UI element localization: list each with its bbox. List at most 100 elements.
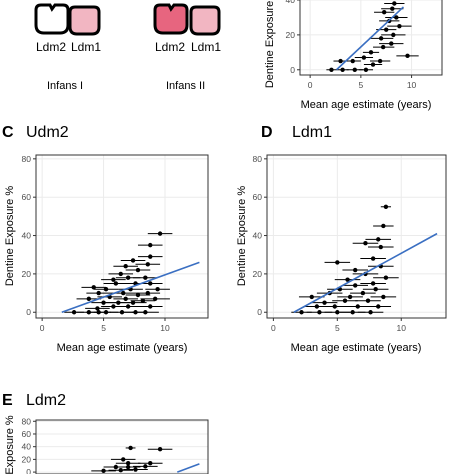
data-point bbox=[361, 55, 367, 60]
data-point bbox=[135, 292, 141, 298]
data-point bbox=[378, 36, 384, 41]
data-point bbox=[368, 50, 374, 55]
data-layer bbox=[61, 231, 200, 315]
data-point bbox=[335, 310, 340, 315]
data-point bbox=[381, 294, 386, 300]
tooth-label-ldm2-2: Ldm2 bbox=[155, 40, 185, 54]
tooth-ldm1-infans-2 bbox=[189, 5, 221, 36]
x-tick-label: 10 bbox=[407, 80, 417, 90]
tooth-ldm2-infans-1 bbox=[34, 3, 70, 35]
y-tick-label: 40 bbox=[286, 0, 296, 5]
panel-title: Ldm2 bbox=[26, 392, 66, 409]
data-point bbox=[121, 290, 126, 296]
panel-letter: C bbox=[2, 124, 14, 141]
data-point bbox=[123, 264, 128, 269]
data-point bbox=[329, 67, 334, 72]
data-point bbox=[383, 204, 389, 209]
y-axis-label: Dentine Exposure % bbox=[236, 186, 248, 286]
data-point bbox=[125, 461, 131, 466]
data-point bbox=[405, 53, 410, 59]
data-point bbox=[363, 241, 368, 246]
data-point bbox=[397, 23, 402, 29]
y-tick-label: 80 bbox=[22, 154, 32, 164]
tooth-label-ldm2-1: Ldm2 bbox=[36, 40, 66, 54]
gridlines bbox=[36, 420, 208, 473]
data-point bbox=[71, 310, 77, 315]
data-point bbox=[148, 242, 153, 248]
data-point bbox=[389, 41, 394, 46]
x-tick-label: 5 bbox=[358, 80, 363, 90]
data-point bbox=[143, 464, 148, 469]
data-point bbox=[390, 6, 395, 11]
data-point bbox=[143, 310, 148, 315]
data-point bbox=[353, 267, 358, 273]
data-point bbox=[157, 447, 163, 452]
data-point bbox=[157, 231, 163, 236]
data-point bbox=[148, 254, 153, 259]
data-point bbox=[111, 277, 116, 282]
y-tick-label: 0 bbox=[290, 65, 295, 75]
data-point bbox=[350, 310, 355, 315]
data-point bbox=[143, 275, 148, 280]
x-tick-label: 5 bbox=[101, 323, 106, 333]
data-point bbox=[299, 310, 304, 315]
x-axis-label: Mean age estimate (years) bbox=[291, 342, 422, 354]
data-point bbox=[363, 67, 369, 72]
data-point bbox=[353, 283, 358, 288]
data-point bbox=[376, 304, 381, 309]
data-point bbox=[123, 296, 128, 302]
data-point bbox=[394, 15, 399, 20]
chart-panel-e-ldm2: 0 20 40 60 80 Exposure % E Ldm2 bbox=[2, 392, 209, 474]
data-point bbox=[118, 467, 123, 473]
tooth-label-ldm1-1: Ldm1 bbox=[71, 40, 101, 54]
data-point bbox=[309, 294, 314, 300]
x-tick-label: 0 bbox=[308, 80, 313, 90]
panel-title: Ldm1 bbox=[292, 124, 332, 141]
group-caption-infans-1: Infans I bbox=[47, 80, 83, 92]
panel-border bbox=[266, 154, 447, 319]
data-point bbox=[116, 300, 121, 305]
data-point bbox=[335, 260, 340, 265]
data-point bbox=[345, 277, 350, 282]
data-point bbox=[370, 256, 376, 261]
data-point bbox=[332, 304, 337, 309]
data-point bbox=[384, 27, 389, 32]
data-point bbox=[365, 298, 371, 303]
y-tick-label: 80 bbox=[22, 416, 32, 426]
data-point bbox=[113, 281, 119, 286]
data-point bbox=[152, 296, 158, 302]
y-tick-label: 0 bbox=[26, 467, 31, 474]
data-point bbox=[125, 464, 131, 470]
data-point bbox=[377, 58, 383, 64]
data-point bbox=[145, 262, 150, 267]
data-point bbox=[370, 281, 376, 286]
y-tick-label: 20 bbox=[253, 269, 263, 279]
fit-line bbox=[335, 6, 405, 71]
data-point bbox=[148, 281, 153, 286]
panel-border bbox=[35, 154, 209, 319]
y-tick-label: 0 bbox=[257, 307, 262, 317]
data-layer bbox=[91, 445, 200, 474]
tooth-ldm2-infans-2 bbox=[153, 3, 189, 35]
group-caption-infans-2: Infans II bbox=[166, 80, 205, 92]
y-tick-label: 60 bbox=[22, 429, 32, 439]
data-point bbox=[101, 468, 106, 474]
data-point bbox=[133, 467, 138, 472]
y-axis-label: Dentine Exposure % bbox=[4, 186, 16, 286]
data-point bbox=[103, 287, 109, 292]
data-point bbox=[350, 58, 355, 64]
data-point bbox=[95, 306, 100, 311]
data-point bbox=[370, 62, 376, 67]
x-tick-label: 0 bbox=[40, 323, 45, 333]
data-point bbox=[118, 271, 123, 277]
data-point bbox=[86, 296, 92, 302]
data-point bbox=[148, 304, 153, 309]
y-tick-label: 0 bbox=[26, 307, 31, 317]
data-point bbox=[121, 457, 126, 462]
y-tick-label: 80 bbox=[253, 154, 263, 164]
data-point bbox=[340, 67, 345, 72]
y-tick-label: 40 bbox=[253, 231, 263, 241]
y-axis-label: Exposure % bbox=[4, 415, 16, 474]
x-axis-label: Mean age estimate (years) bbox=[57, 342, 188, 354]
data-point bbox=[380, 44, 386, 50]
